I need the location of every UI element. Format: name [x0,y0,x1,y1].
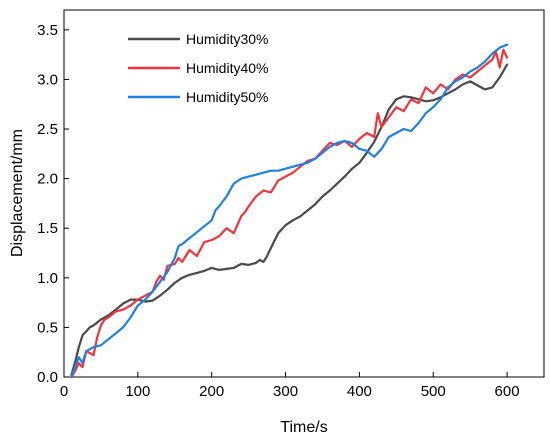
x-tick-label: 600 [495,383,520,400]
x-tick-label: 400 [347,383,372,400]
legend-label: Humidity50% [186,89,268,105]
x-axis-ticks: 0 100 200 300 400 500 600 [60,372,520,400]
y-tick-label: 3.5 [37,22,58,39]
y-tick-label: 1.5 [37,220,58,237]
legend-label: Humidity40% [186,60,268,76]
x-tick-label: 500 [421,383,446,400]
y-tick-label: 0.0 [37,369,58,386]
x-tick-label: 200 [199,383,224,400]
y-axis-title: Displacement/mm [9,129,26,257]
series-line-humidity40pct [70,48,509,379]
series-line-humidity30pct [70,63,509,377]
legend: Humidity30% Humidity40% Humidity50% [128,31,268,105]
y-tick-label: 2.5 [37,121,58,138]
series-layer [70,43,509,379]
y-tick-label: 1.0 [37,270,58,287]
y-tick-label: 0.5 [37,319,58,336]
x-axis-title: Time/s [280,419,327,436]
x-tick-label: 0 [60,383,68,400]
y-tick-label: 2.0 [37,171,58,188]
plot-frame [63,9,545,378]
y-axis-ticks: 0.0 0.5 1.0 1.5 2.0 2.5 3.0 3.5 [37,22,69,386]
series-line-humidity50pct [70,43,509,379]
y-tick-label: 3.0 [37,71,58,88]
x-tick-label: 300 [273,383,298,400]
legend-label: Humidity30% [186,31,268,47]
x-tick-label: 100 [125,383,150,400]
